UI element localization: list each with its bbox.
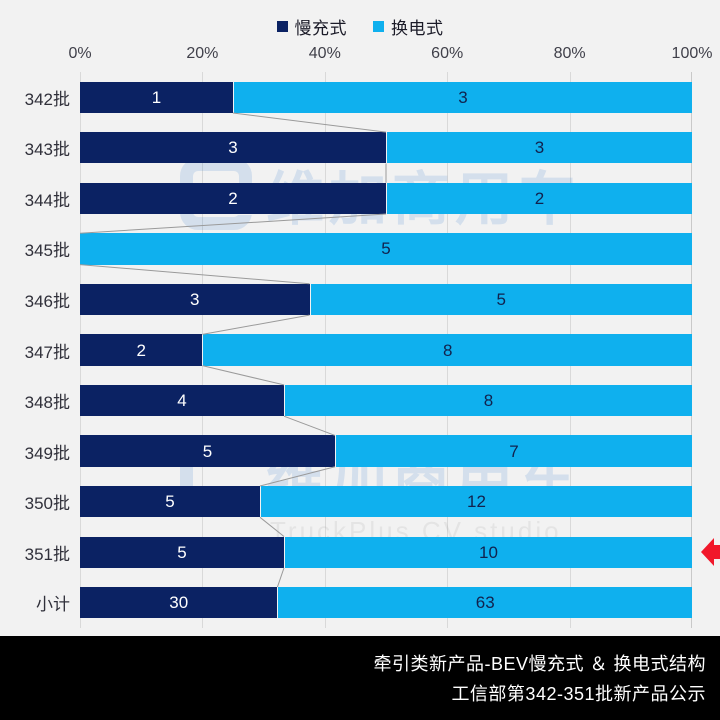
- category-label: 348批: [24, 393, 70, 413]
- bar-segment-battery-swap[interactable]: 2: [386, 182, 692, 215]
- bar-value-label: 2: [534, 188, 545, 208]
- chart-footer: 牵引类新产品-BEV慢充式 ＆ 换电式结构 工信部第342-351批新产品公示: [0, 636, 720, 720]
- bar-row[interactable]: 347批 2 8: [25, 325, 692, 376]
- bar-segment-slow-charge[interactable]: 30: [80, 587, 278, 619]
- category-label: 342批: [24, 89, 70, 109]
- bar-segment-slow-charge[interactable]: 5: [80, 485, 260, 518]
- bar-row[interactable]: 小计 30 63: [36, 577, 692, 628]
- bar-segment-battery-swap[interactable]: 12: [260, 485, 692, 518]
- bar-value-label: 5: [381, 239, 391, 259]
- x-tick-label-3: 60%: [431, 45, 464, 62]
- bar-segment-slow-charge[interactable]: 5: [80, 536, 284, 568]
- category-label: 346批: [24, 291, 70, 311]
- bar-value-label: 12: [467, 492, 486, 512]
- category-label: 351批: [24, 544, 70, 564]
- bar-row[interactable]: 345批 05: [25, 224, 692, 275]
- category-label: 344批: [24, 190, 70, 210]
- stacked-bar: 30 63: [80, 587, 692, 619]
- bar-segment-battery-swap[interactable]: 63: [277, 587, 692, 619]
- bar-row[interactable]: 350批 5 12: [25, 476, 692, 527]
- bar-segment-slow-charge[interactable]: 4: [80, 384, 284, 417]
- bar-value-label: 5: [202, 441, 213, 461]
- bar-value-label: 5: [165, 492, 175, 512]
- x-tick-label-1: 20%: [186, 45, 219, 62]
- category-label: 小计: [36, 595, 70, 615]
- x-tick-label-4: 80%: [553, 45, 586, 62]
- bar-value-label: 3: [190, 289, 200, 309]
- bar-segment-slow-charge[interactable]: 3: [80, 132, 386, 164]
- bar-segment-battery-swap[interactable]: 7: [335, 435, 692, 467]
- bar-row[interactable]: 344批 2 2: [25, 173, 692, 224]
- category-label: 347批: [24, 342, 70, 362]
- legend-label: 慢充式: [294, 18, 347, 38]
- legend-label: 换电式: [391, 18, 444, 38]
- bar-segment-slow-charge[interactable]: 3: [80, 283, 310, 316]
- bar-row[interactable]: 351批 5 10: [25, 527, 692, 578]
- bar-segment-slow-charge[interactable]: 2: [80, 334, 203, 366]
- legend-item-0[interactable]: 慢充式: [276, 14, 348, 39]
- bar-row[interactable]: 349批 5 7: [25, 426, 692, 477]
- bar-value-label: 2: [228, 188, 238, 208]
- chart-legend: 慢充式 换电式: [0, 12, 720, 40]
- bar-rows: 342批13343批33344批22345批05346批35347批28348批…: [25, 72, 692, 628]
- bar-segment-battery-swap[interactable]: 8: [284, 384, 692, 417]
- footer-title: 牵引类新产品-BEV慢充式 ＆ 换电式结构: [373, 654, 706, 674]
- category-label: 345批: [24, 241, 70, 261]
- bar-row[interactable]: 346批 3 5: [25, 274, 692, 325]
- bar-value-label: 7: [509, 441, 519, 461]
- bar-value-label: 8: [483, 391, 494, 411]
- bar-row[interactable]: 343批 3 3: [25, 123, 692, 174]
- bar-value-label: 63: [475, 593, 495, 613]
- x-tick-label-0: 0%: [68, 45, 92, 62]
- bar-row[interactable]: 342批 1 3: [25, 72, 692, 123]
- bar-segment-slow-charge[interactable]: 5: [80, 435, 335, 467]
- bar-value-label: 8: [442, 340, 453, 360]
- legend-item-1[interactable]: 换电式: [373, 14, 444, 39]
- category-label: 350批: [24, 494, 70, 514]
- bar-value-label: 3: [534, 138, 545, 158]
- bar-row[interactable]: 348批 4 8: [25, 375, 692, 426]
- bar-segment-battery-swap[interactable]: 8: [202, 334, 692, 366]
- bar-segment-battery-swap[interactable]: 5: [80, 233, 692, 265]
- bar-value-label: 5: [177, 542, 187, 562]
- bar-segment-battery-swap[interactable]: 3: [386, 132, 692, 164]
- bar-value-label: 30: [169, 593, 189, 613]
- chart-area: 0% 20% 40% 60% 80% 100% 维加商用车 TruckPlus CV stu…: [0, 44, 720, 636]
- red-left-arrow-marker: [701, 538, 720, 567]
- x-tick-label-2: 40%: [308, 45, 341, 62]
- category-label: 349批: [24, 443, 70, 463]
- bar-segment-slow-charge[interactable]: 2: [80, 182, 386, 215]
- bar-segment-battery-swap[interactable]: 3: [233, 81, 692, 113]
- category-label: 343批: [24, 140, 70, 160]
- bar-segment-battery-swap[interactable]: 5: [309, 283, 692, 316]
- x-axis: 0% 20% 40% 60% 80% 100%: [0, 44, 720, 70]
- bar-value-label: 3: [458, 87, 468, 107]
- stacked-bar: 05: [80, 233, 692, 265]
- bar-value-label: 2: [136, 340, 146, 360]
- bar-value-label: 4: [177, 391, 187, 411]
- stacked-bar: 5 12: [80, 485, 692, 518]
- footer-subtitle: 工信部第342-351批新产品公示: [451, 684, 706, 704]
- bar-value-label: 1: [151, 87, 162, 107]
- bar-value-label: 3: [228, 138, 238, 158]
- x-tick-label-5: 100%: [671, 45, 713, 62]
- bar-segment-battery-swap[interactable]: 10: [284, 536, 692, 568]
- stacked-bar: 5 10: [80, 536, 692, 568]
- bar-segment-slow-charge[interactable]: 1: [80, 81, 233, 113]
- square-marker-icon: [373, 20, 384, 32]
- bar-value-label: 5: [496, 289, 506, 309]
- square-marker-icon: [276, 20, 288, 32]
- bar-value-label: 10: [479, 542, 498, 562]
